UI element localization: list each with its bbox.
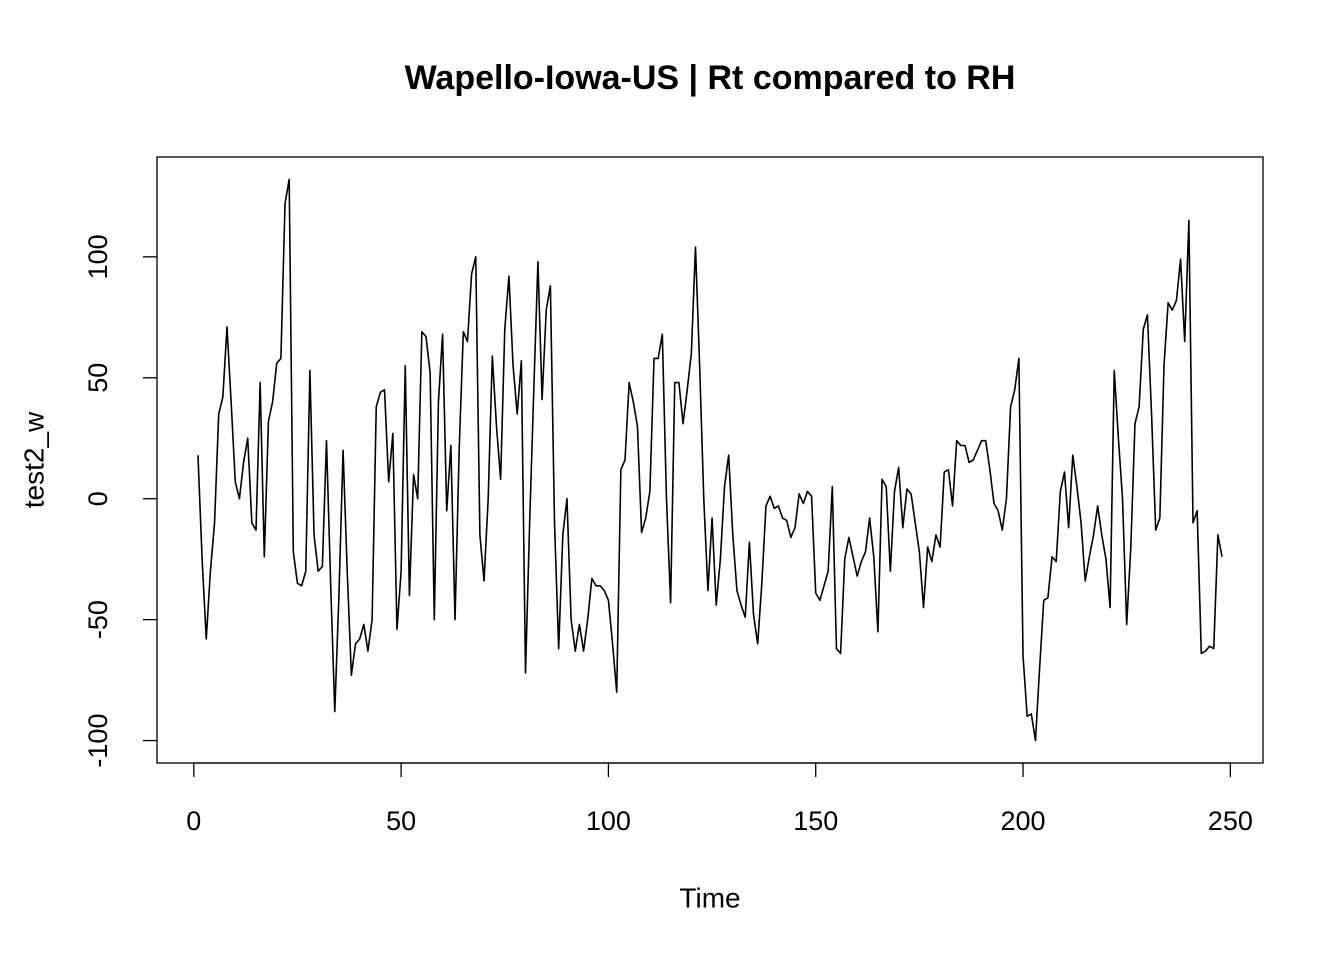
plot-frame: [156, 156, 1264, 764]
data-line: [197, 178, 1223, 742]
x-tick-label: 0: [186, 806, 201, 836]
x-tick-label: 50: [386, 806, 416, 836]
y-tick-label: 0: [83, 491, 113, 506]
x-tick-label: 250: [1208, 806, 1253, 836]
x-axis-label: Time: [679, 882, 740, 913]
chart-title: Wapello-Iowa-US | Rt compared to RH: [405, 59, 1016, 97]
y-tick-label: -100: [83, 714, 113, 768]
y-axis-label: test2_w: [18, 411, 49, 508]
x-tick-label: 100: [586, 806, 631, 836]
x-tick-label: 150: [793, 806, 838, 836]
y-tick-label: -50: [83, 600, 113, 639]
y-tick-label: 50: [83, 363, 113, 393]
x-tick-label: 200: [1000, 806, 1045, 836]
y-tick-label: 100: [83, 234, 113, 279]
